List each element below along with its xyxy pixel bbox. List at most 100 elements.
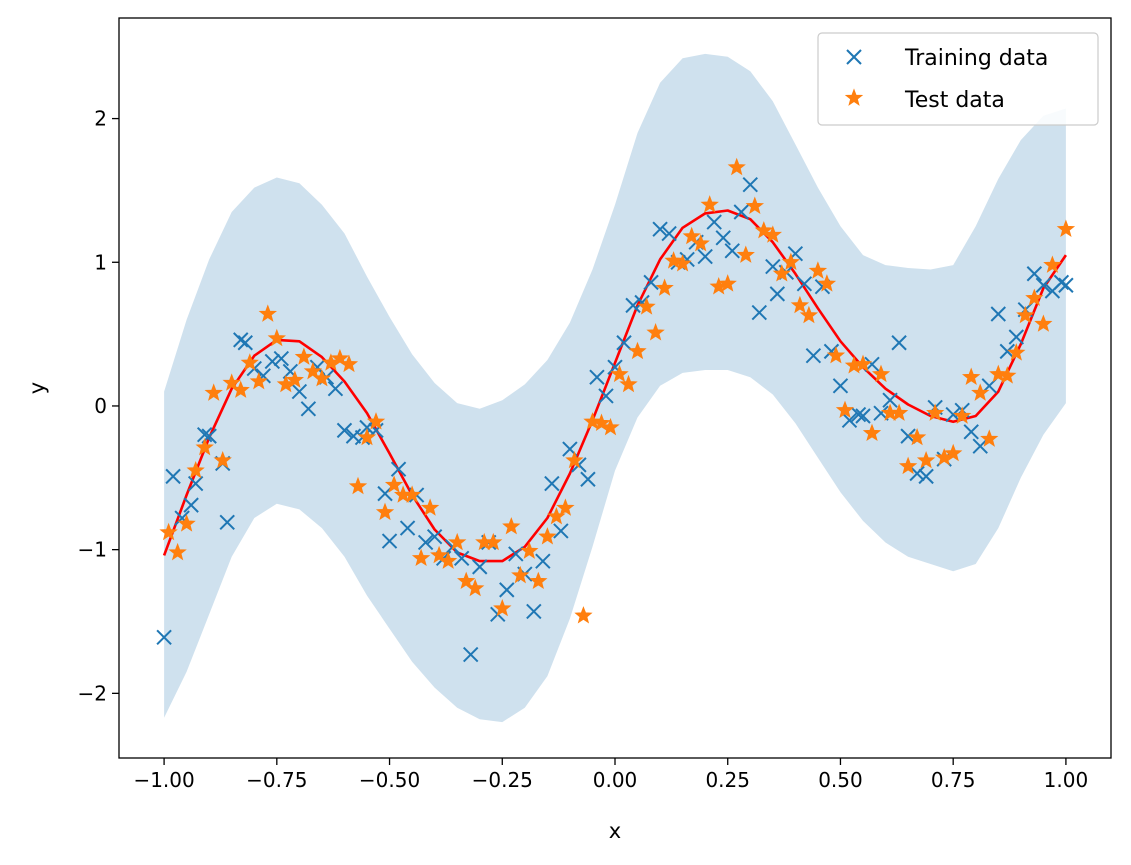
test-point xyxy=(439,551,458,569)
test-point xyxy=(159,522,178,541)
training-point xyxy=(855,408,871,424)
test-point xyxy=(718,274,737,292)
test-point xyxy=(565,450,584,469)
test-point xyxy=(763,225,782,243)
legend-training-marker xyxy=(846,49,862,65)
training-point xyxy=(426,529,443,545)
training-point xyxy=(156,629,172,646)
test-point xyxy=(889,403,909,421)
test-point xyxy=(1043,255,1062,273)
test-point xyxy=(502,517,521,535)
test-point xyxy=(357,427,377,446)
training-point xyxy=(273,350,290,367)
x-tick-label: −0.75 xyxy=(246,768,307,792)
test-point xyxy=(610,364,629,383)
training-point xyxy=(187,475,204,492)
test-point xyxy=(853,354,873,373)
test-point xyxy=(628,341,647,360)
test-point xyxy=(348,476,368,495)
x-tick-label: 0.25 xyxy=(705,768,750,792)
training-point xyxy=(535,553,551,569)
test-point xyxy=(1016,305,1035,324)
test-point xyxy=(231,380,250,398)
test-point xyxy=(646,323,665,341)
training-point xyxy=(544,475,560,492)
test-point xyxy=(835,400,855,419)
test-point xyxy=(727,157,746,176)
y-tick-label: 2 xyxy=(94,107,107,131)
test-point xyxy=(195,437,214,456)
training-point xyxy=(724,243,740,259)
mean-prediction-line xyxy=(162,209,1067,563)
legend-test-marker xyxy=(844,88,864,106)
test-point xyxy=(457,571,476,590)
x-axis-label: x xyxy=(609,819,621,843)
x-tick-label: −0.25 xyxy=(472,768,533,792)
x-tick-label: −1.00 xyxy=(133,768,194,792)
training-point xyxy=(1008,329,1025,345)
test-point xyxy=(673,254,692,272)
test-point xyxy=(294,347,314,365)
training-point xyxy=(508,546,524,562)
test-point xyxy=(222,373,241,391)
x-tick-label: 0.75 xyxy=(931,768,976,792)
training-point xyxy=(643,274,659,291)
training-point xyxy=(359,419,375,436)
test-point xyxy=(249,371,268,390)
x-tick-label: 0.50 xyxy=(818,768,863,792)
y-tick-label: 1 xyxy=(94,250,107,274)
training-point xyxy=(553,523,569,539)
training-point xyxy=(918,468,934,485)
training-point xyxy=(706,214,722,230)
test-point xyxy=(916,450,936,469)
training-point xyxy=(264,353,281,370)
test-point xyxy=(1007,343,1026,361)
test-point xyxy=(808,261,828,279)
legend: Training data Test data xyxy=(817,32,1099,126)
test-point xyxy=(339,354,359,373)
training-point xyxy=(715,230,731,246)
test-point xyxy=(420,498,440,516)
test-point xyxy=(799,305,819,324)
y-tick-label: 0 xyxy=(94,394,107,418)
training-point xyxy=(472,559,488,575)
test-point xyxy=(691,233,710,252)
training-point xyxy=(1035,277,1052,293)
training-point xyxy=(841,412,858,429)
training-point xyxy=(882,392,898,408)
training-point xyxy=(196,426,213,443)
test-point xyxy=(898,456,918,475)
test-point xyxy=(375,502,395,521)
test-point xyxy=(312,369,332,387)
x-axis-ticks: −1.00 −0.75 −0.50 −0.25 0.00 0.25 0.50 0.75 1.00 xyxy=(133,758,1088,792)
y-axis-ticks: −2 −1 0 1 2 xyxy=(78,107,119,705)
test-point xyxy=(213,450,232,469)
test-point xyxy=(493,598,512,617)
test-point xyxy=(484,532,503,551)
test-point xyxy=(781,252,800,271)
test-point xyxy=(204,383,223,401)
training-point xyxy=(850,406,867,423)
training-point xyxy=(219,514,235,531)
test-point xyxy=(601,417,620,436)
test-point xyxy=(303,361,323,380)
training-point xyxy=(237,335,253,351)
training-point xyxy=(499,582,515,598)
legend-test-label: Test data xyxy=(904,88,1005,113)
test-point xyxy=(637,297,656,315)
test-point xyxy=(862,423,882,442)
test-point xyxy=(655,278,674,296)
test-point xyxy=(907,427,927,446)
training-point xyxy=(453,550,470,566)
test-point xyxy=(664,251,683,269)
test-point xyxy=(1025,288,1044,307)
test-point xyxy=(790,295,810,314)
training-point xyxy=(990,306,1006,322)
training-point xyxy=(463,646,479,663)
y-tick-label: −1 xyxy=(78,538,107,562)
test-point xyxy=(520,541,539,559)
training-point xyxy=(417,534,434,551)
test-point xyxy=(736,245,755,263)
training-point xyxy=(390,461,407,477)
